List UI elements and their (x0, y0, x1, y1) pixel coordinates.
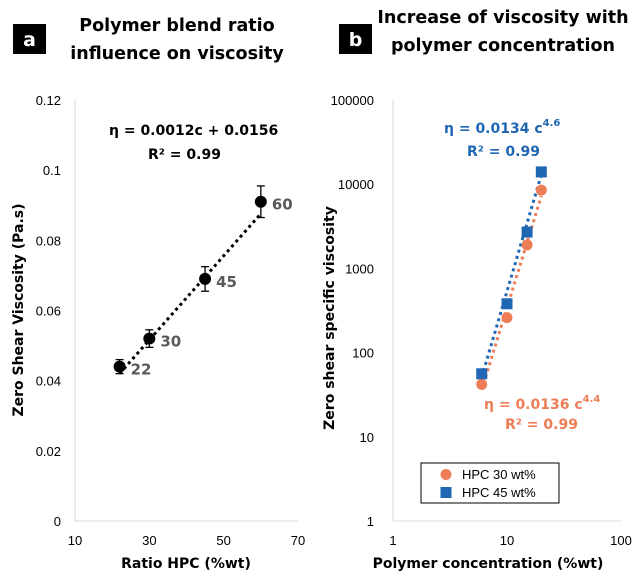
panel-b-badge (339, 24, 372, 54)
panel-a-letter: a (23, 29, 36, 51)
chart-b-hpc30-point (476, 378, 488, 390)
legend-hpc45-marker (440, 487, 452, 498)
chart-a-x-tick-label: 70 (291, 533, 305, 548)
chart-a-trendline (118, 212, 262, 375)
chart-a-y-tick-label: 0.04 (36, 374, 61, 389)
chart-b-fit-line-hpc45 (480, 174, 543, 378)
chart-a-title-line-2: influence on viscosity (70, 44, 284, 64)
chart-b-y-tick-label: 10 (360, 430, 374, 445)
chart-a-x-tick-label: 10 (68, 533, 82, 548)
chart-b-hpc45-point (476, 368, 488, 380)
chart-b-hpc45-point (501, 298, 513, 310)
chart-a-x-axis-title: Ratio HPC (%wt) (121, 556, 251, 572)
chart-b-y-tick-label: 1 (367, 514, 374, 529)
chart-b-x-tick-label: 10 (500, 533, 514, 548)
chart-b-hpc45-point (521, 226, 533, 238)
chart-a-data-label: 45 (216, 273, 237, 291)
chart-b-y-tick-label: 1000 (345, 261, 374, 276)
panel-a-badge (13, 24, 46, 54)
chart-a-y-tick-label: 0.12 (36, 93, 61, 108)
chart-b-legend: HPC 30 wt% HPC 45 wt% (420, 462, 560, 504)
chart-a-y-tick-label: 0.06 (36, 304, 61, 319)
chart-b-x-axis-title: Polymer concentration (%wt) (373, 556, 604, 572)
chart-a-r-squared: R² = 0.99 (148, 147, 221, 163)
chart-b-hpc30-r-squared: R² = 0.99 (505, 417, 578, 433)
chart-b-hpc30-equation: η = 0.0136 c4.4 (484, 394, 600, 413)
chart-b-hpc45-r-squared: R² = 0.99 (467, 144, 540, 160)
legend-hpc30-marker (440, 469, 452, 480)
chart-a-data-point (143, 332, 156, 345)
chart-b-y-axis-title: Zero shear specific viscosity (322, 206, 338, 430)
chart-b-hpc30-point (535, 184, 547, 196)
chart-a-data-label: 60 (272, 196, 293, 214)
panel-b-letter: b (349, 29, 363, 51)
legend-hpc30-label: HPC 30 wt% (462, 467, 536, 482)
chart-a-y-tick-label: 0 (54, 514, 61, 529)
chart-b-x-tick-label: 100 (610, 533, 632, 548)
chart-b-hpc30-point (501, 312, 513, 324)
chart-a-x-tick-label: 50 (216, 533, 230, 548)
panel-a: a Polymer blend ratio influence on visco… (11, 16, 305, 572)
panel-b: b Increase of viscosity with polymer con… (322, 8, 632, 572)
chart-a-x-tick-label: 30 (142, 533, 156, 548)
chart-a-y-tick-label: 0.1 (43, 163, 61, 178)
chart-b-y-tick-label: 100 (352, 346, 374, 361)
chart-a-data-label: 22 (131, 361, 152, 379)
chart-b-title-line-2: polymer concentration (391, 36, 615, 56)
chart-a-data-label: 30 (160, 333, 181, 351)
chart-b-hpc45-point (535, 166, 547, 178)
chart-a-data-point (199, 272, 212, 285)
chart-b-y-tick-label: 10000 (338, 177, 374, 192)
chart-b-y-tick-label: 100000 (331, 93, 374, 108)
chart-b-title-line-1: Increase of viscosity with (377, 8, 628, 28)
chart-a-y-tick-label: 0.02 (36, 444, 61, 459)
chart-a-data-point (113, 360, 126, 373)
chart-b-hpc30-point (521, 239, 533, 251)
chart-a-data-point (254, 195, 267, 208)
chart-b-hpc45-equation: η = 0.0134 c4.6 (444, 118, 560, 137)
chart-a-title-line-1: Polymer blend ratio (79, 16, 274, 36)
chart-a-y-tick-label: 0.08 (36, 233, 61, 248)
chart-b-fit-line-hpc30 (480, 195, 543, 391)
chart-a-y-axis-title: Zero Shear Viscosity (Pa.s) (11, 203, 27, 416)
chart-b-x-tick-label: 1 (389, 533, 396, 548)
chart-a-trendline-equation: η = 0.0012c + 0.0156 (109, 123, 278, 139)
legend-hpc45-label: HPC 45 wt% (462, 485, 536, 500)
